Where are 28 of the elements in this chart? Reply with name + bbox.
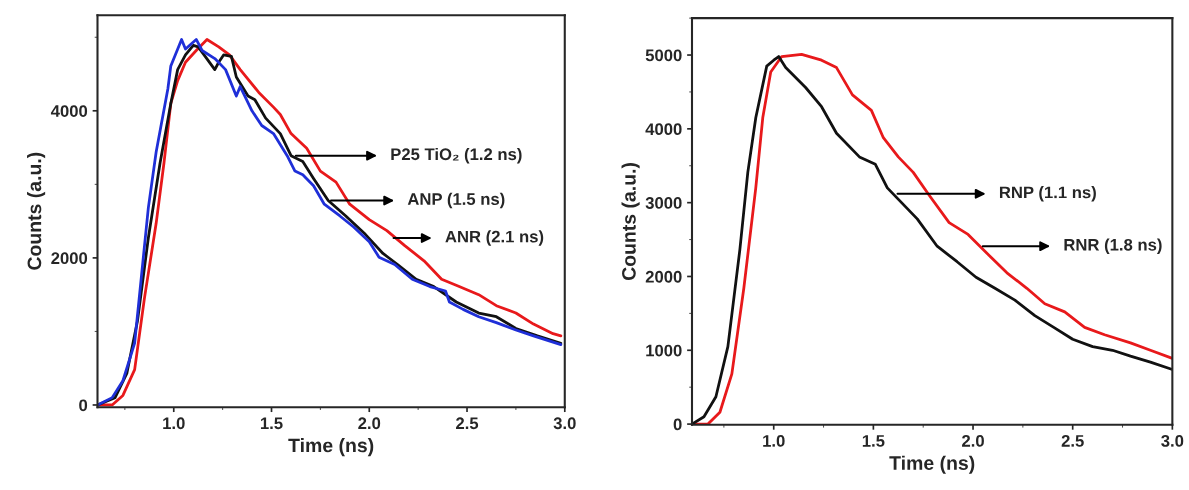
y-tick-label: 2000 (645, 270, 682, 283)
y-tick-label: 1000 (646, 344, 682, 357)
annotation: ANP (1.5 ns) (407, 192, 505, 209)
y-tick-label: 0 (79, 399, 88, 412)
y-axis-title: Counts (a.u.) (27, 152, 46, 270)
annotation: P25 TiO₂ (1.2 ns) (391, 147, 522, 164)
x-axis-title: Time (ns) (889, 455, 975, 474)
y-tick-label: 3000 (645, 197, 682, 209)
x-tick-label: 2.0 (962, 434, 984, 447)
annotation: RNP (1.1 ns) (999, 186, 1096, 202)
x-axis-title: Time (ns) (288, 438, 374, 457)
x-tick-label: 3.0 (1161, 434, 1184, 447)
y-tick-label: 2000 (51, 252, 88, 265)
y-tick-label: 4000 (645, 123, 682, 136)
x-tick-label: 1.5 (862, 435, 885, 447)
annotation: ANR (2.1 ns) (445, 230, 544, 246)
y-axis-title: Counts (a.u.) (621, 163, 640, 281)
x-tick-label: 3.0 (553, 417, 576, 430)
x-tick-label: 2.5 (1061, 434, 1084, 447)
y-tick-label: 4000 (50, 105, 88, 117)
y-tick-label: 0 (673, 418, 682, 431)
x-tick-label: 1.0 (763, 434, 785, 447)
x-tick-label: 1.5 (260, 417, 283, 430)
x-tick-label: 2.0 (358, 417, 381, 430)
annotation: RNR (1.8 ns) (1064, 238, 1162, 254)
x-tick-label: 1.0 (163, 417, 185, 430)
y-tick-label: 5000 (645, 49, 682, 62)
x-tick-label: 2.5 (456, 417, 479, 430)
